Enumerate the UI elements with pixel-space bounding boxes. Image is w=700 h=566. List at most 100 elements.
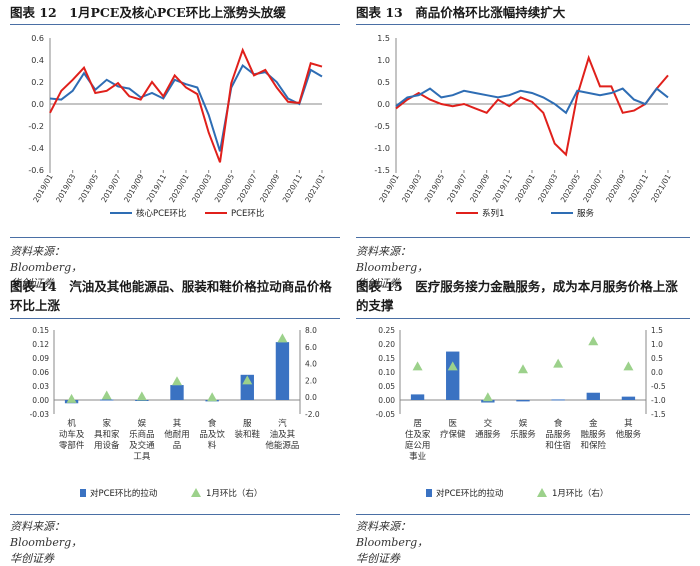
chart-15-marker bbox=[518, 364, 528, 374]
chart-14-bar bbox=[275, 342, 290, 400]
chart-14-source-divider bbox=[10, 514, 340, 515]
chart-14-category-label: 油及其 bbox=[270, 429, 296, 440]
chart-13-xtick-label: 2020/01 bbox=[513, 172, 536, 204]
chart-12-title: 图表 12 1月PCE及核心PCE环比上涨势头放缓 bbox=[10, 5, 286, 20]
chart-12-xtick-label: 2019/05 bbox=[77, 172, 100, 204]
chart-14-legend-label-1: 对PCE环比的拉动 bbox=[90, 488, 158, 499]
chart-15-ytick-label: 0.15 bbox=[378, 354, 395, 363]
chart-14-marker bbox=[207, 392, 218, 402]
chart-15-source-divider bbox=[356, 514, 690, 515]
chart-15-y2tick-label: -0.5 bbox=[651, 382, 666, 391]
chart-13-legend-label-1: 系列1 bbox=[482, 208, 504, 219]
chart-15-y2tick-label: 1.5 bbox=[651, 326, 663, 335]
chart-14-y2tick-label: -2.0 bbox=[305, 410, 320, 419]
chart-14-legend-swatch-2 bbox=[191, 488, 201, 497]
chart-14-ytick-label: 0.03 bbox=[32, 382, 49, 391]
chart-12-legend-label-1: 核心PCE环比 bbox=[136, 208, 186, 219]
chart-15-bar bbox=[551, 399, 565, 401]
chart-15-legend-label-2: 1月环比（右） bbox=[552, 488, 608, 499]
chart-12-xtick-label: 2019/01 bbox=[31, 172, 54, 204]
chart-12-ytick-label: -0.6 bbox=[28, 166, 44, 175]
chart-14-marker bbox=[242, 375, 253, 385]
chart-15-bar bbox=[621, 396, 636, 400]
chart-14-ytick-label: 0.15 bbox=[32, 326, 49, 335]
chart-13-ytick-label: 1.0 bbox=[377, 56, 390, 65]
chart-13-xtick-label: 2019/01 bbox=[377, 172, 400, 204]
chart-14-bar bbox=[135, 400, 149, 401]
chart-13-ytick-label: -0.5 bbox=[374, 122, 390, 131]
chart-15-category-label: 金 bbox=[589, 418, 598, 429]
chart-12-ytick-label: -0.2 bbox=[28, 122, 44, 131]
chart-15-marker bbox=[623, 361, 634, 371]
chart-12-source-divider bbox=[10, 237, 340, 238]
chart-14-category-label: 料 bbox=[208, 440, 217, 451]
chart-15-legend-swatch-2 bbox=[537, 488, 547, 497]
chart-14-category-label: 其 bbox=[173, 419, 182, 429]
chart-14-bar bbox=[170, 385, 184, 400]
chart-14-ytick-label: 0.00 bbox=[32, 396, 49, 405]
chart-12-series-line-1 bbox=[49, 63, 323, 152]
chart-14-category-label: 零部件 bbox=[59, 440, 85, 451]
chart-13-xtick-label: 2019/05 bbox=[423, 172, 446, 204]
chart-13-title-divider bbox=[356, 24, 690, 25]
chart-14-y2tick-label: 6.0 bbox=[305, 343, 317, 352]
chart-14-bar bbox=[100, 399, 114, 401]
chart-15-marker bbox=[482, 392, 493, 402]
chart-15-category-label: 医 bbox=[448, 419, 457, 429]
chart-12-xtick-label: 2020/11 bbox=[281, 172, 304, 204]
chart-15-title-divider bbox=[356, 318, 690, 319]
chart-15-category-label: 融服务 bbox=[581, 429, 607, 440]
chart-15-category-label: 他服务 bbox=[616, 429, 642, 440]
chart-15-svg: 0.25 0.20 0.15 0.10 0.05 0.00 -0.05 1.5 1.0 0.5 0.… bbox=[376, 326, 666, 499]
chart-14-y2tick-label: 2.0 bbox=[305, 376, 317, 385]
chart-12-ytick-label: 0.0 bbox=[31, 100, 44, 109]
chart-14-category-label: 服 bbox=[243, 419, 252, 429]
chart-13-xtick-label: 2020/03 bbox=[536, 172, 559, 204]
chart-12-xtick-label: 2019/07 bbox=[99, 172, 122, 204]
chart-14-title: 图表 14 汽油及其他能源品、服装和鞋价格拉动商品价格环比上涨 bbox=[10, 279, 332, 313]
chart-12-xtick-label: 2020/09 bbox=[258, 172, 281, 204]
chart-15-bar bbox=[516, 400, 530, 402]
chart-12-ytick-label: 0.2 bbox=[31, 78, 44, 87]
chart-14-category-label: 及交通 bbox=[129, 440, 155, 451]
chart-13-legend-label-2: 服务 bbox=[577, 208, 595, 219]
chart-14-ytick-label: 0.09 bbox=[32, 354, 49, 363]
chart-14-marker bbox=[172, 376, 182, 386]
chart-14-ytick-label: -0.03 bbox=[30, 410, 50, 419]
chart-15-bar bbox=[446, 351, 460, 400]
chart-15-category-label: 娱 bbox=[519, 419, 528, 429]
chart-14-marker bbox=[136, 391, 147, 401]
chart-13-xtick-label: 2021/01 bbox=[649, 172, 672, 204]
chart-14-y2tick-label: 0.0 bbox=[305, 393, 317, 402]
chart-14-y2tick-label: 4.0 bbox=[305, 360, 317, 369]
chart-14-legend-swatch-1 bbox=[80, 489, 86, 497]
chart-13-title: 图表 13 商品价格环比涨幅持续扩大 bbox=[356, 5, 566, 20]
chart-15-source: 资料来源：Bloomberg，华创证券 bbox=[356, 520, 429, 565]
chart-14-category-label: 具和家 bbox=[94, 429, 120, 440]
chart-15-category-label: 和保险 bbox=[581, 440, 607, 451]
chart-15-title: 图表 15 医疗服务接力金融服务，成为本月服务价格上涨的支撑 bbox=[356, 279, 678, 313]
chart-13-xtick-label: 2019/03 bbox=[400, 172, 423, 204]
chart-13-ytick-label: 0.5 bbox=[377, 78, 390, 87]
chart-15-category-label: 其 bbox=[624, 419, 633, 429]
chart-15-ytick-label: 0.10 bbox=[378, 368, 395, 377]
chart-15-bar bbox=[410, 394, 425, 400]
chart-15-category-label: 通服务 bbox=[475, 429, 501, 440]
chart-13-xtick-label: 2019/11 bbox=[491, 172, 514, 204]
chart-15-y2tick-label: -1.0 bbox=[651, 396, 666, 405]
chart-15-marker bbox=[588, 336, 599, 346]
chart-15-y2tick-label: 1.0 bbox=[651, 340, 663, 349]
chart-15-marker bbox=[553, 358, 564, 368]
chart-14-bar bbox=[240, 374, 254, 400]
chart-13-xtick-label: 2020/05 bbox=[559, 172, 582, 204]
chart-12-ytick-label: 0.4 bbox=[31, 56, 44, 65]
chart-14-title-divider bbox=[10, 318, 340, 319]
chart-15-category-label: 乐服务 bbox=[510, 429, 536, 440]
chart-15-legend-swatch-1 bbox=[426, 489, 432, 497]
chart-14-category-label: 品及饮 bbox=[199, 429, 225, 440]
chart-13-xtick-label: 2020/09 bbox=[604, 172, 627, 204]
chart-14-category-label: 家 bbox=[102, 418, 111, 429]
chart-12-xtick-label: 2020/03 bbox=[190, 172, 213, 204]
